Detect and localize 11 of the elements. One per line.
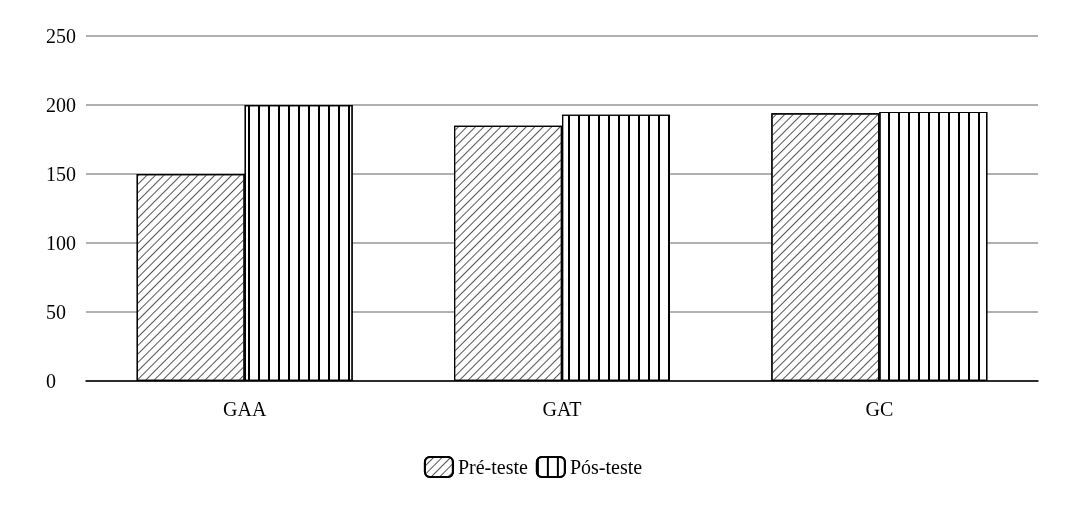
y-tick-label: 250 — [46, 25, 76, 47]
y-tick-label: 200 — [46, 94, 76, 116]
x-tick-label: GAT — [542, 398, 582, 420]
x-tick-label: GAA — [222, 398, 267, 420]
legend-label: Pré-teste — [457, 456, 528, 478]
y-tick-label: 150 — [46, 163, 76, 185]
y-tick-label: 0 — [46, 370, 56, 392]
y-tick-label: 50 — [46, 301, 66, 323]
legend-label: Pós-teste — [569, 456, 643, 478]
x-tick-label: GC — [865, 398, 894, 420]
y-tick-label: 100 — [46, 232, 76, 254]
